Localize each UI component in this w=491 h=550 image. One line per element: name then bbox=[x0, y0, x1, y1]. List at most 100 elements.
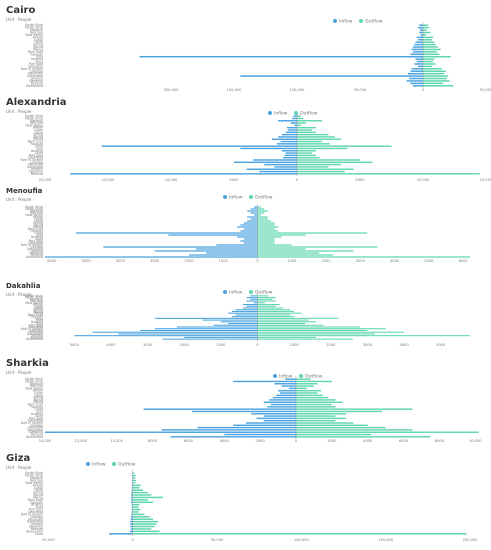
category-label: Menoufia bbox=[28, 330, 43, 334]
outflow-bar bbox=[297, 168, 354, 170]
outflow-bar bbox=[257, 319, 309, 321]
outflow-bar bbox=[132, 533, 467, 535]
outflow-bar bbox=[423, 43, 436, 46]
x-tick-label: 3000 bbox=[356, 259, 366, 263]
x-tick-label: 50,000 bbox=[480, 88, 491, 92]
inflow-bar bbox=[412, 46, 423, 48]
outflow-bar bbox=[132, 525, 155, 528]
inflow-bar bbox=[410, 82, 423, 85]
category-label: Sohag bbox=[33, 43, 43, 47]
category-label: Beheira bbox=[31, 253, 43, 257]
outflow-bar bbox=[132, 530, 160, 533]
inflow-bar bbox=[276, 394, 296, 397]
inflow-bar bbox=[252, 159, 297, 161]
legend-outflow-swatch bbox=[294, 111, 298, 115]
category-label: Red Sea bbox=[30, 478, 43, 482]
x-tick-label: 2000 bbox=[326, 343, 336, 347]
x-tick-label: 3000 bbox=[143, 343, 153, 347]
outflow-bar bbox=[257, 240, 275, 242]
inflow-bar bbox=[132, 487, 133, 489]
category-label: Luxor bbox=[34, 486, 43, 490]
category-label: Assiut bbox=[33, 398, 43, 402]
x-tick-label: 1000 bbox=[290, 343, 300, 347]
x-tick-label: 1000 bbox=[287, 259, 297, 263]
outflow-bar bbox=[295, 419, 336, 422]
category-label: Gharbia bbox=[30, 245, 43, 249]
legend: Inflow Outflow bbox=[273, 374, 323, 380]
inflow-bar bbox=[216, 244, 258, 246]
outflow-bar bbox=[132, 503, 140, 506]
category-label: Suez bbox=[35, 414, 43, 418]
inflow-bar bbox=[235, 309, 258, 311]
x-tick-label: 6000 bbox=[459, 259, 469, 263]
x-tick-label: 14,000 bbox=[39, 439, 52, 443]
category-label: Dakahlia bbox=[29, 251, 43, 255]
category-label: South Sinai bbox=[25, 471, 43, 475]
inflow-bar bbox=[250, 295, 258, 297]
inflow-bar bbox=[131, 484, 133, 487]
category-label: Aswan bbox=[33, 483, 43, 487]
chart-subtitle: Unit : People bbox=[6, 292, 32, 297]
outflow-bar bbox=[257, 230, 279, 232]
category-label: Dakahlia bbox=[29, 430, 43, 434]
category-label: Sharkia bbox=[31, 167, 43, 171]
legend-outflow-label: Outflow bbox=[255, 290, 273, 296]
inflow-bar bbox=[280, 140, 297, 143]
inflow-bar bbox=[246, 297, 258, 299]
category-label: Giza bbox=[36, 233, 43, 237]
category-label: Qena bbox=[35, 219, 43, 223]
outflow-bar bbox=[295, 417, 347, 420]
category-label: Assiut bbox=[33, 493, 43, 497]
inflow-bar bbox=[236, 236, 258, 238]
inflow-bar bbox=[234, 161, 297, 164]
category-label: North Sinai bbox=[25, 379, 43, 383]
outflow-bar bbox=[257, 234, 306, 236]
category-label: Matrouh bbox=[30, 119, 43, 123]
outflow-bar bbox=[132, 528, 152, 530]
outflow-bar bbox=[423, 39, 432, 41]
outflow-bar bbox=[257, 206, 261, 208]
category-label: Sharkia bbox=[31, 77, 43, 81]
category-label: Port Said bbox=[29, 153, 43, 157]
category-label: Matrouh bbox=[30, 28, 43, 32]
outflow-bar bbox=[257, 298, 273, 300]
category-label: Beheira bbox=[31, 335, 43, 339]
outflow-bar bbox=[423, 46, 439, 48]
outflow-bar bbox=[295, 429, 413, 431]
category-label: Aswan bbox=[33, 35, 43, 39]
outflow-bar bbox=[297, 145, 392, 147]
outflow-bar bbox=[257, 324, 324, 326]
outflow-bar bbox=[257, 295, 269, 297]
category-label: Giza bbox=[36, 318, 43, 322]
outflow-bar bbox=[132, 518, 153, 520]
category-label: Suez bbox=[35, 237, 43, 241]
outflow-bar bbox=[132, 472, 135, 474]
category-label: Damietta bbox=[28, 241, 43, 245]
category-label: Ismailia bbox=[31, 503, 43, 507]
inflow-bar bbox=[131, 513, 133, 516]
category-label: Menia bbox=[33, 225, 43, 229]
category-label: New Valley bbox=[26, 33, 44, 37]
outflow-bar bbox=[297, 117, 304, 120]
outflow-bar bbox=[423, 85, 454, 87]
category-label: Qalyoubia bbox=[27, 74, 43, 78]
inflow-bar bbox=[281, 385, 296, 387]
inflow-bar bbox=[419, 24, 423, 26]
inflow-bar bbox=[417, 26, 423, 29]
outflow-bar bbox=[297, 173, 480, 175]
inflow-bar bbox=[263, 419, 296, 422]
outflow-bar bbox=[257, 323, 306, 325]
category-label: Red Sea bbox=[30, 30, 43, 34]
inflow-bar bbox=[45, 431, 296, 433]
outflow-bar bbox=[297, 124, 301, 127]
outflow-bar bbox=[132, 511, 139, 513]
chart-subtitle: Unit : People bbox=[6, 465, 32, 470]
inflow-bar bbox=[254, 214, 258, 216]
x-tick-label: 50,000 bbox=[354, 88, 367, 92]
inflow-bar bbox=[416, 36, 423, 39]
inflow-bar bbox=[419, 31, 423, 34]
legend-inflow-swatch bbox=[223, 195, 227, 199]
inflow-bar bbox=[242, 307, 258, 309]
